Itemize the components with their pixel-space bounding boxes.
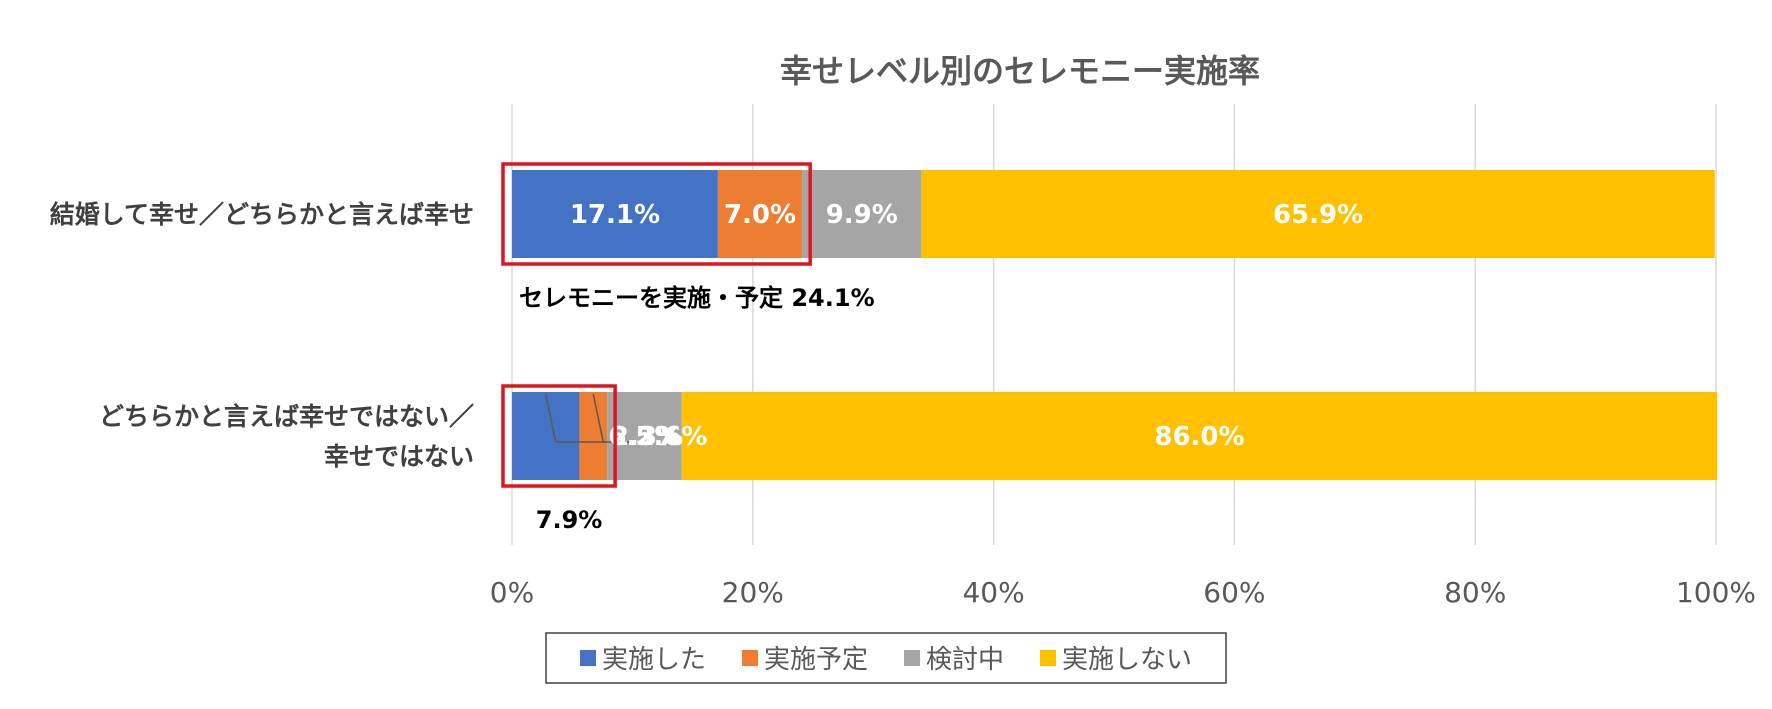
data-label: 86.0% [1154,422,1244,452]
data-label: 2.3% [611,422,683,452]
category-label: 結婚して幸せ／どちらかと言えば幸せ [50,200,474,229]
legend-label: 実施しない [1062,645,1192,675]
x-tick-label: 100% [1676,576,1756,609]
bars [512,170,1718,480]
bar-segment [607,392,682,480]
highlight-box [501,384,617,488]
x-tick-label: 20% [722,576,784,609]
x-axis-ticks: 0% 20% 40% 60% 80% 100% [490,576,1756,609]
legend-label: 実施した [602,645,706,675]
x-tick-label: 40% [962,576,1024,609]
bar-segment [717,170,803,258]
x-tick-label: 60% [1203,576,1265,609]
legend-swatch [580,650,596,666]
highlight-box [501,162,812,266]
x-tick-label: 80% [1444,576,1506,609]
data-label: 6.2% [608,422,680,452]
bar-segment [512,170,718,258]
bar-segment [921,170,1715,258]
legend: 実施した 実施予定 検討中 実施しない [545,632,1227,684]
data-label: 17.1% [570,200,660,230]
bar-segment [681,392,1718,480]
legend-label: 検討中 [926,645,1004,675]
x-tick-label: 0% [490,576,534,609]
chart-title: 幸せレベル別のセレモニー実施率 [780,52,1260,90]
bar-segment [802,170,922,258]
legend-swatch [904,650,920,666]
category-label: 幸せではない [324,442,474,471]
annotation-label: セレモニーを実施・予定 24.1% [519,284,875,312]
annotations: セレモニーを実施・予定 24.1% 7.9% [501,162,875,534]
legend-swatch [742,650,758,666]
category-label: どちらかと言えば幸せではない／ [99,402,474,431]
data-labels: 17.1% 7.0% 9.9% 65.9% 5.6%2.3%6.2% 86.0% [544,200,1363,452]
legend-swatch [1040,650,1056,666]
legend-box [545,632,1227,684]
bar-segment [579,392,608,480]
annotation-label: 7.9% [536,506,603,534]
data-label: 9.9% [826,200,898,230]
data-label: 5.6% [635,422,707,452]
data-label: 65.9% [1273,200,1363,230]
data-label: 7.0% [724,200,796,230]
bar-segment [512,392,580,480]
legend-label: 実施予定 [764,645,868,675]
leader-line [592,393,608,443]
